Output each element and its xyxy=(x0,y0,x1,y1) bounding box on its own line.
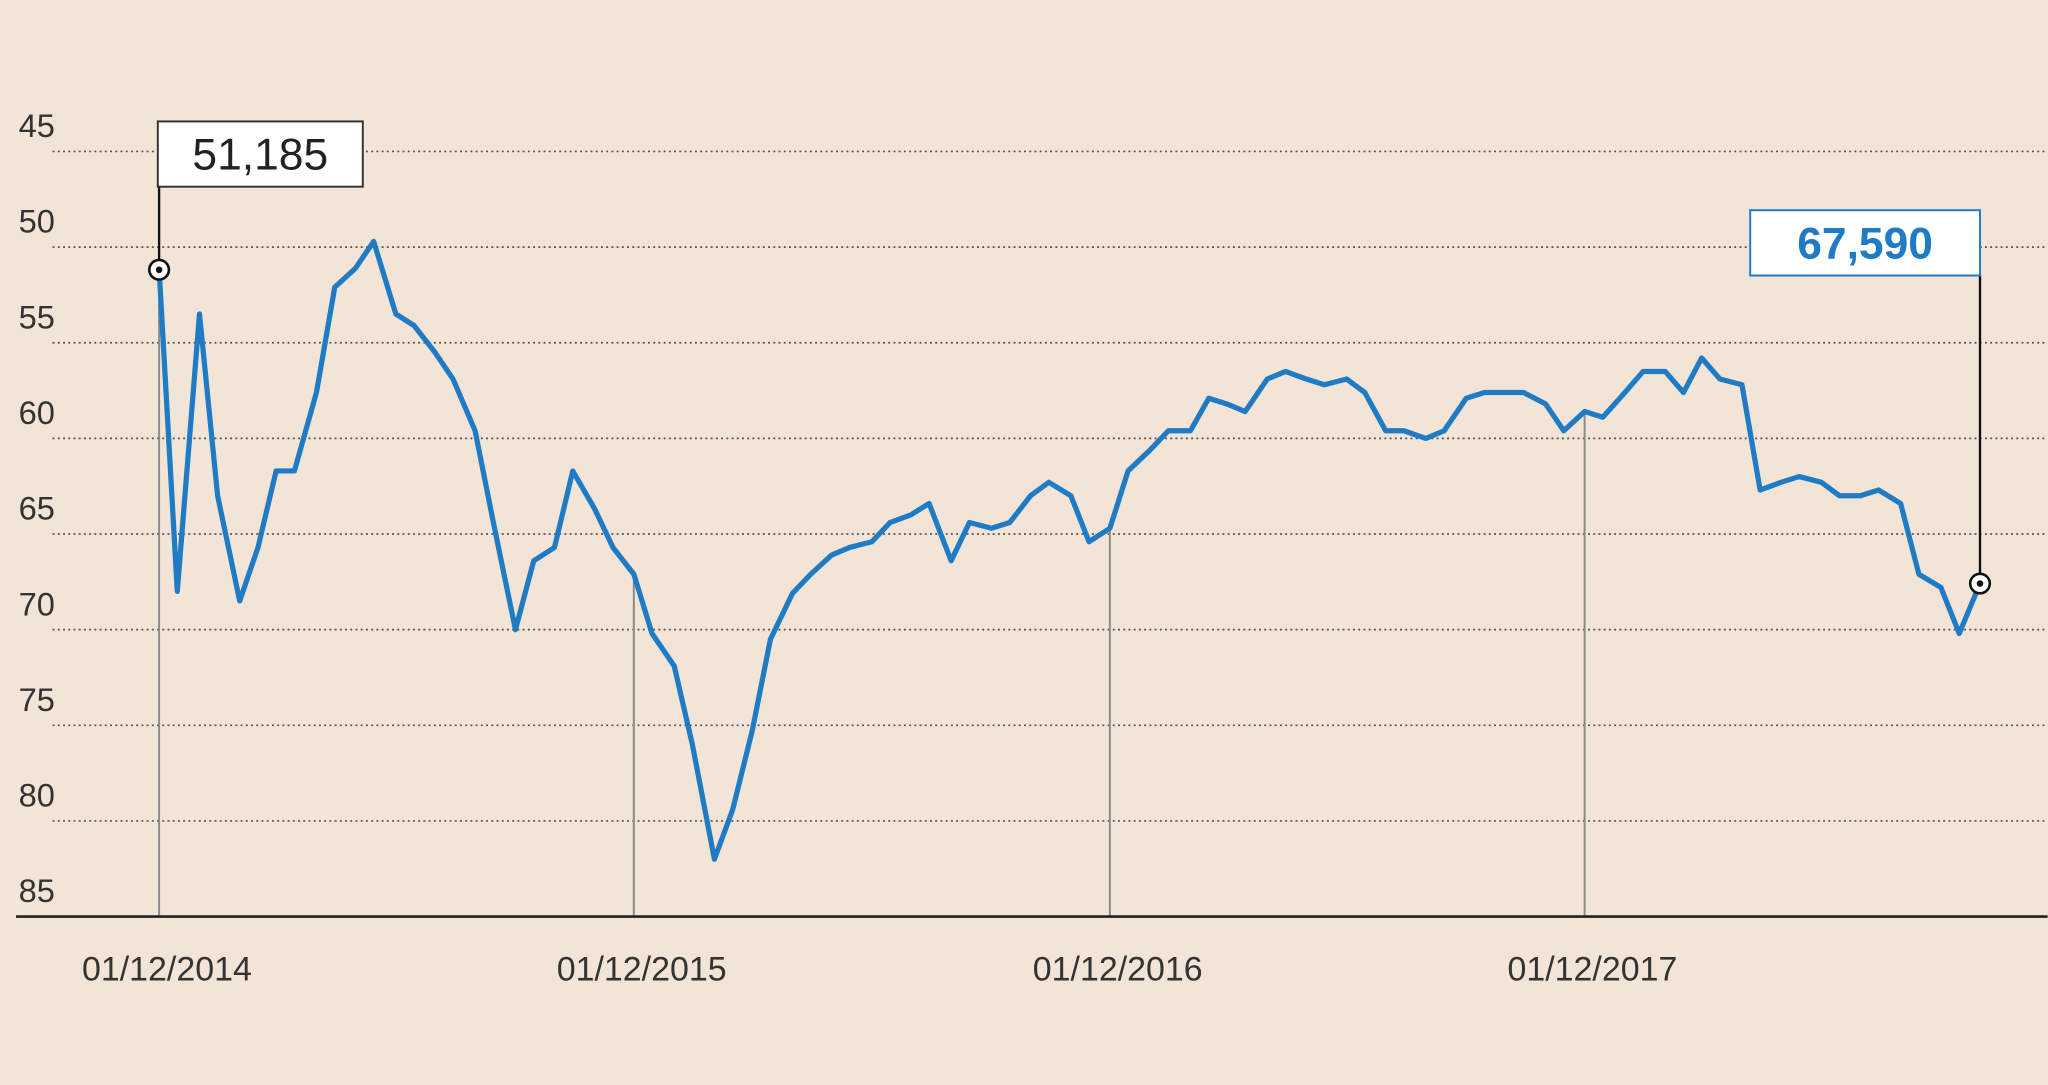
point-dot xyxy=(155,266,163,274)
y-tick-label: 80 xyxy=(19,777,55,814)
x-tick-label: 01/12/2014 xyxy=(82,951,252,989)
annotation-box xyxy=(156,120,364,188)
x-tick-label: 01/12/2017 xyxy=(1508,951,1678,989)
y-tick-label: 70 xyxy=(19,585,55,622)
y-tick-label: 75 xyxy=(19,681,55,718)
y-tick-label: 85 xyxy=(19,872,55,909)
annotation-label: 51,185 xyxy=(192,131,328,180)
data-line xyxy=(156,238,1983,862)
y-tick-label: 65 xyxy=(19,490,55,527)
y-tick-label: 55 xyxy=(19,298,55,335)
x-tick-label: 01/12/2015 xyxy=(557,951,727,989)
y-tick-label: 60 xyxy=(19,394,55,431)
annotation-label: 67,590 xyxy=(1797,220,1933,269)
point-dot xyxy=(1976,580,1984,587)
x-tick-label: 01/12/2016 xyxy=(1033,951,1203,989)
annotation-box xyxy=(1749,209,1981,277)
y-tick-label: 45 xyxy=(19,107,55,144)
y-tick-label: 50 xyxy=(19,203,55,240)
